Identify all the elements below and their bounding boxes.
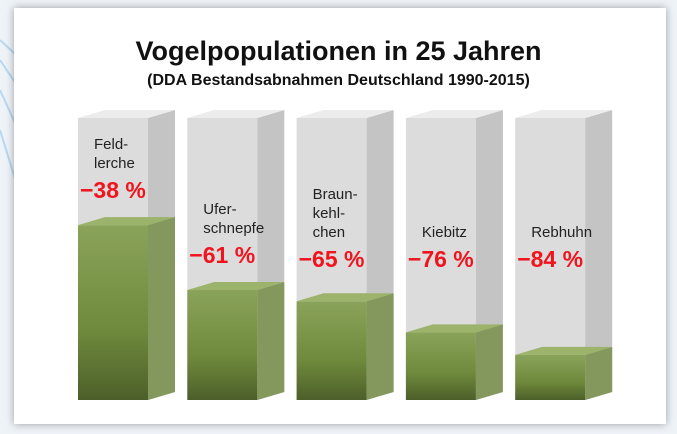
bar-top	[187, 282, 285, 291]
bar-top	[78, 217, 175, 226]
bar	[515, 354, 586, 400]
bar-top	[515, 346, 613, 355]
value-label: −65 %	[298, 246, 365, 272]
category-label: Braun- kehl- chen	[312, 186, 358, 241]
chart-title: Vogelpopulationen in 25 Jahren	[135, 36, 542, 66]
bar-container-side	[585, 110, 613, 400]
bar-container-top	[515, 110, 613, 118]
value-label: −84 %	[517, 246, 584, 272]
chart-subtitle: (DDA Bestandsabnahmen Deutschland 1990-2…	[147, 72, 530, 89]
category-label: Ufer- schnepfe	[203, 201, 265, 238]
bar-side	[366, 293, 394, 400]
bar	[78, 225, 148, 400]
bar-side	[148, 217, 175, 400]
bar-container-top	[296, 110, 394, 118]
bar-side	[585, 346, 613, 400]
bar-container-top	[78, 110, 175, 118]
value-label: −76 %	[407, 246, 474, 272]
bar-top	[296, 293, 394, 302]
bar	[296, 301, 367, 400]
category-label: Feld- lerche	[94, 136, 135, 173]
bar-side	[257, 282, 285, 400]
value-label: −38 %	[80, 177, 146, 204]
category-label: Kiebitz	[421, 224, 467, 241]
bar	[405, 332, 476, 400]
category-label: Rebhuhn	[531, 224, 593, 241]
bar	[187, 290, 258, 400]
bar-top	[405, 324, 503, 333]
bar-side	[475, 324, 503, 400]
bar-container-top	[405, 110, 503, 118]
value-label: −61 %	[189, 242, 256, 269]
bar-container-top	[187, 110, 285, 118]
